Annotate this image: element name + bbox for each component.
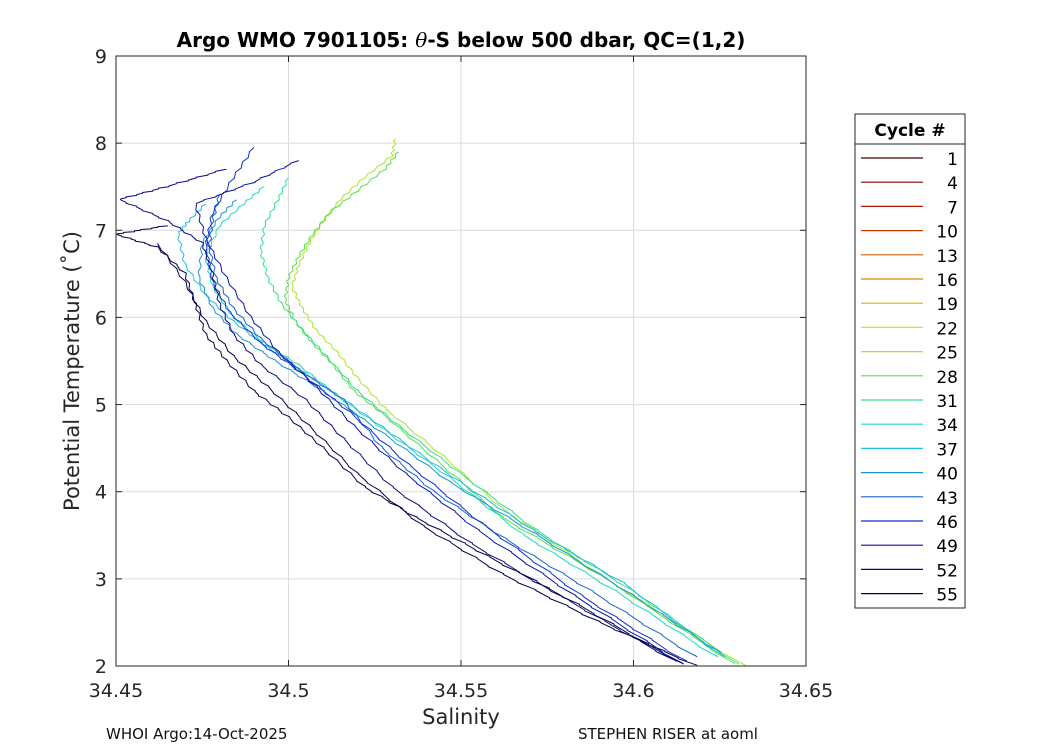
legend-label-52: 52 bbox=[936, 561, 958, 581]
footer-right-credit: STEPHEN RISER at aoml bbox=[578, 725, 758, 743]
legend-label-55: 55 bbox=[936, 586, 958, 606]
y-ticks: 2 3 4 5 6 7 8 9 bbox=[95, 46, 806, 678]
x-tick-label: 34.45 bbox=[89, 680, 143, 702]
x-tick-label: 34.6 bbox=[612, 680, 654, 702]
footer-left-credit: WHOI Argo:14-Oct-2025 bbox=[106, 725, 288, 743]
y-tick-label: 6 bbox=[95, 307, 107, 329]
legend-label-7: 7 bbox=[947, 198, 958, 218]
legend-label-25: 25 bbox=[936, 344, 958, 364]
legend-title: Cycle # bbox=[874, 121, 945, 141]
x-tick-label: 34.65 bbox=[779, 680, 833, 702]
legend-label-31: 31 bbox=[936, 392, 958, 412]
legend-label-19: 19 bbox=[936, 295, 958, 315]
grid bbox=[116, 56, 806, 666]
series-line-cycle-46 bbox=[205, 147, 687, 662]
legend-items: 1 4 7 10 13 16 19 22 25 28 31 34 37 40 43 46 49 52 55 bbox=[861, 150, 958, 606]
legend-label-40: 40 bbox=[936, 465, 958, 485]
legend-label-10: 10 bbox=[936, 223, 958, 243]
chart-title-theta: θ bbox=[415, 28, 427, 52]
y-axis-label: Potential Temperature (˚C) bbox=[60, 231, 84, 511]
legend-box bbox=[854, 113, 966, 609]
legend-label-46: 46 bbox=[936, 513, 958, 533]
legend-label-37: 37 bbox=[936, 440, 958, 460]
legend-label-49: 49 bbox=[936, 537, 958, 557]
x-ticks: 34.45 34.5 34.55 34.6 34.65 bbox=[89, 56, 833, 702]
chart-title-prefix: Argo WMO 7901105: bbox=[177, 28, 416, 52]
series-line-cycle-52 bbox=[120, 168, 677, 662]
legend-label-13: 13 bbox=[936, 247, 958, 267]
x-axis-label: Salinity bbox=[422, 705, 500, 729]
series-line-cycle-25 bbox=[291, 138, 746, 666]
legend-label-43: 43 bbox=[936, 489, 958, 509]
series-line-cycle-31 bbox=[259, 177, 739, 665]
legend-label-34: 34 bbox=[936, 416, 958, 436]
x-tick-label: 34.5 bbox=[267, 680, 309, 702]
chart-title-suffix: -S below 500 dbar, QC=(1,2) bbox=[427, 28, 745, 52]
legend-label-16: 16 bbox=[936, 271, 958, 291]
y-tick-label: 9 bbox=[95, 46, 107, 68]
y-tick-label: 5 bbox=[95, 395, 107, 417]
y-tick-label: 8 bbox=[95, 133, 107, 155]
legend-label-4: 4 bbox=[947, 174, 958, 194]
y-tick-label: 3 bbox=[95, 569, 107, 591]
x-tick-label: 34.55 bbox=[434, 680, 488, 702]
legend: Cycle # 1 4 7 10 13 16 19 22 25 28 31 34 37 40 43 46 49 5… bbox=[854, 113, 966, 609]
legend-label-28: 28 bbox=[936, 368, 958, 388]
legend-label-22: 22 bbox=[936, 319, 958, 339]
legend-label-1: 1 bbox=[947, 150, 958, 170]
y-tick-label: 4 bbox=[95, 482, 107, 504]
series-line-cycle-55b bbox=[156, 243, 698, 666]
series-line-cycle-34 bbox=[205, 186, 718, 658]
y-tick-label: 2 bbox=[95, 656, 107, 678]
series-line-cycle-49 bbox=[195, 160, 684, 665]
chart-title: Argo WMO 7901105: θ-S below 500 dbar, QC… bbox=[177, 28, 746, 52]
series-lines bbox=[116, 138, 746, 666]
y-tick-label: 7 bbox=[95, 220, 107, 242]
